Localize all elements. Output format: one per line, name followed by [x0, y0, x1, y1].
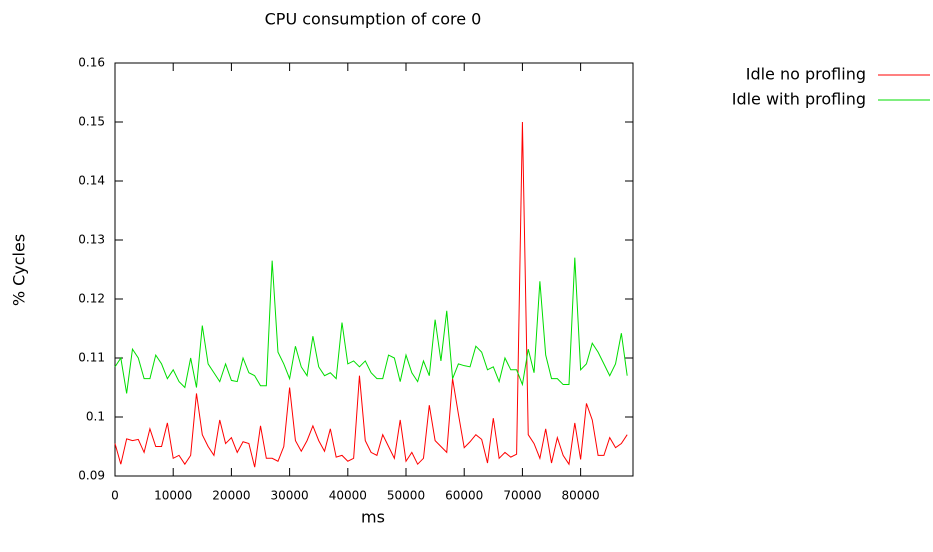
- x-tick-label: 40000: [329, 489, 367, 503]
- series-line: [114, 257, 628, 394]
- chart-title: CPU consumption of core 0: [265, 10, 482, 29]
- legend-label: Idle with profling: [732, 90, 866, 109]
- y-tick-label: 0.15: [78, 115, 105, 129]
- x-tick-label: 80000: [562, 489, 600, 503]
- x-tick-label: 20000: [212, 489, 250, 503]
- y-tick-label: 0.12: [78, 292, 105, 306]
- x-tick-label: 10000: [154, 489, 192, 503]
- y-tick-label: 0.14: [78, 174, 105, 188]
- x-tick-label: 30000: [271, 489, 309, 503]
- y-tick-label: 0.09: [78, 469, 105, 483]
- y-tick-label: 0.16: [78, 56, 105, 70]
- x-tick-label: 0: [111, 489, 119, 503]
- y-tick-label: 0.1: [86, 410, 105, 424]
- x-axis-label: ms: [361, 508, 385, 527]
- x-tick-label: 50000: [387, 489, 425, 503]
- series-line: [114, 121, 628, 468]
- y-tick-label: 0.13: [78, 233, 105, 247]
- legend-label: Idle no profling: [746, 65, 866, 84]
- y-tick-label: 0.11: [78, 351, 105, 365]
- x-tick-label: 70000: [503, 489, 541, 503]
- x-tick-label: 60000: [445, 489, 483, 503]
- plot-frame: [114, 62, 634, 477]
- y-axis-label: % Cycles: [10, 234, 29, 306]
